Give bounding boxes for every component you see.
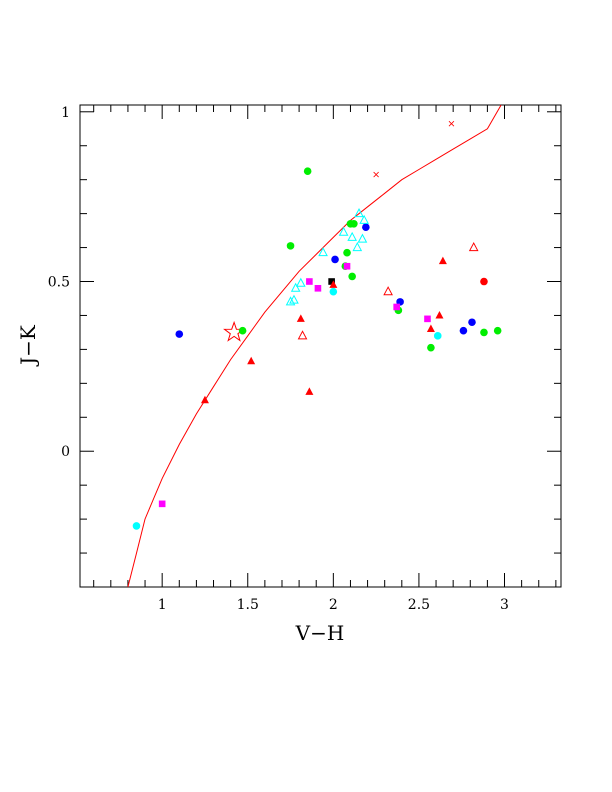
model-curve-layer [127,104,502,588]
model-curve [127,104,502,588]
data-point [318,247,328,257]
data-point [426,324,435,333]
data-point [238,326,247,335]
data-point [132,522,141,530]
data-point [357,233,368,243]
data-point [295,277,306,287]
data-point [305,387,314,395]
data-point [286,242,295,250]
x-tick-label: 2.5 [408,597,430,613]
x-tick-label: 1 [158,597,167,613]
data-point [468,318,476,327]
data-point [480,277,488,286]
data-point [338,226,349,236]
data-point [347,231,358,241]
axis-ticks [80,105,561,587]
data-point [480,328,488,337]
data-point [343,262,351,270]
data-point [383,286,393,296]
data-point [328,278,335,285]
y-tick-label: 0.5 [48,275,70,291]
y-axis-title: J−K [16,324,40,367]
data-point [348,272,356,281]
data-point [296,314,305,322]
data-point [158,500,166,508]
data-point [329,287,338,296]
y-tick-label: 0 [61,444,70,460]
data-point [433,332,442,340]
data-point [329,280,338,288]
data-points [132,167,502,530]
plot-frame [79,104,562,588]
data-point [289,294,299,304]
data-point [354,208,364,218]
tick-labels: 1 1.5 2 2.5 3 0 0.5 1 [48,105,509,613]
data-point [427,343,435,352]
curve-cross-marker [373,171,379,178]
x-axis-title: V−H [295,621,345,645]
data-point [331,255,339,264]
x-tick-label: 3 [500,597,509,613]
data-point [285,296,296,306]
data-point [247,356,256,365]
data-point [290,282,301,292]
data-point [297,330,308,340]
curve-cross-marker [448,120,455,127]
data-point [306,278,313,285]
data-point [359,214,369,224]
data-point [175,330,184,338]
data-point [493,326,502,335]
data-point [424,315,431,323]
y-tick-label: 1 [61,105,70,121]
data-point [468,242,479,252]
data-point [200,395,209,404]
x-tick-label: 1.5 [237,597,259,613]
plot-border [79,104,562,588]
data-point [350,220,358,228]
data-point [352,242,363,252]
x-tick-label: 2 [329,597,338,613]
data-point [343,248,351,257]
data-point [438,256,447,265]
data-point [362,223,370,231]
data-point [435,310,444,319]
data-point [303,167,312,175]
data-point [314,284,322,292]
data-point [393,303,400,311]
data-point [459,326,468,335]
